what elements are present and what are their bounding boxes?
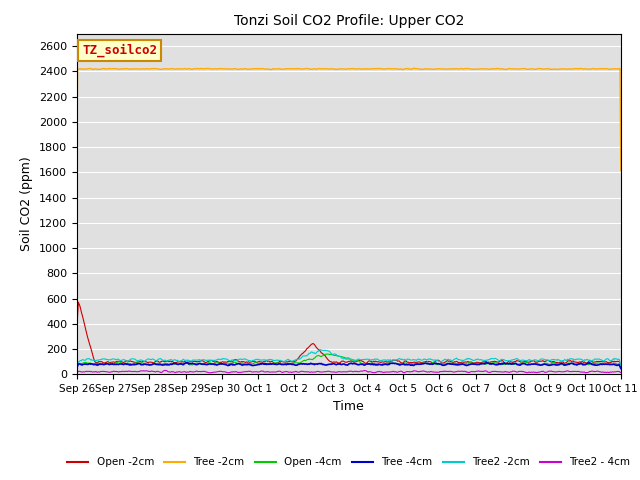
Tree -4cm bbox=[184, 360, 191, 366]
Tree2 -2cm bbox=[617, 362, 625, 368]
Tree -4cm bbox=[83, 361, 90, 367]
Tree -2cm bbox=[139, 66, 147, 72]
Open -2cm bbox=[195, 359, 202, 364]
Open -2cm bbox=[617, 364, 625, 370]
Title: Tonzi Soil CO2 Profile: Upper CO2: Tonzi Soil CO2 Profile: Upper CO2 bbox=[234, 14, 464, 28]
Tree -2cm bbox=[410, 65, 417, 71]
Tree -2cm bbox=[194, 66, 202, 72]
Tree2 - 4cm bbox=[73, 370, 81, 375]
Line: Open -2cm: Open -2cm bbox=[77, 302, 621, 367]
Tree2 -2cm bbox=[431, 357, 439, 363]
Text: TZ_soilco2: TZ_soilco2 bbox=[82, 44, 157, 57]
Tree2 -2cm bbox=[223, 356, 230, 362]
Open -4cm bbox=[73, 365, 81, 371]
Tree2 - 4cm bbox=[195, 369, 202, 374]
Open -4cm bbox=[416, 361, 424, 367]
Tree2 - 4cm bbox=[224, 370, 232, 376]
Open -4cm bbox=[431, 361, 439, 367]
Tree -2cm bbox=[431, 66, 439, 72]
Open -2cm bbox=[431, 359, 439, 364]
Open -2cm bbox=[73, 327, 81, 333]
Tree -4cm bbox=[139, 362, 147, 368]
Tree2 -2cm bbox=[73, 364, 81, 370]
Line: Tree2 - 4cm: Tree2 - 4cm bbox=[77, 371, 621, 373]
Open -2cm bbox=[140, 359, 147, 364]
Legend: Open -2cm, Tree -2cm, Open -4cm, Tree -4cm, Tree2 -2cm, Tree2 - 4cm: Open -2cm, Tree -2cm, Open -4cm, Tree -4… bbox=[63, 453, 634, 471]
Tree2 -2cm bbox=[194, 357, 202, 363]
Open -4cm bbox=[194, 361, 202, 367]
Tree2 - 4cm bbox=[417, 369, 424, 374]
Tree2 -2cm bbox=[83, 356, 90, 362]
Tree -2cm bbox=[73, 168, 81, 174]
Open -2cm bbox=[74, 300, 82, 305]
Tree2 -2cm bbox=[316, 347, 323, 352]
Line: Open -4cm: Open -4cm bbox=[77, 354, 621, 368]
Tree -2cm bbox=[416, 66, 424, 72]
Tree -4cm bbox=[431, 360, 439, 366]
Line: Tree -2cm: Tree -2cm bbox=[77, 68, 621, 171]
Tree2 - 4cm bbox=[617, 370, 625, 375]
Tree2 -2cm bbox=[416, 357, 424, 362]
Tree -2cm bbox=[617, 168, 625, 173]
Tree -4cm bbox=[617, 366, 625, 372]
Open -2cm bbox=[84, 334, 92, 339]
Tree -4cm bbox=[195, 361, 202, 367]
Tree2 -2cm bbox=[139, 358, 147, 363]
Open -4cm bbox=[617, 365, 625, 371]
Open -4cm bbox=[139, 360, 147, 366]
Tree -4cm bbox=[223, 362, 231, 368]
Tree -2cm bbox=[223, 66, 230, 72]
Tree -2cm bbox=[83, 66, 90, 72]
X-axis label: Time: Time bbox=[333, 400, 364, 413]
Open -2cm bbox=[416, 359, 424, 365]
Line: Tree -4cm: Tree -4cm bbox=[77, 363, 621, 369]
Tree2 - 4cm bbox=[139, 368, 147, 374]
Tree2 - 4cm bbox=[83, 368, 90, 374]
Tree2 - 4cm bbox=[433, 369, 440, 375]
Tree2 - 4cm bbox=[162, 368, 170, 373]
Open -2cm bbox=[223, 359, 231, 365]
Tree -4cm bbox=[73, 366, 81, 372]
Y-axis label: Soil CO2 (ppm): Soil CO2 (ppm) bbox=[20, 156, 33, 252]
Open -4cm bbox=[223, 360, 230, 366]
Tree2 - 4cm bbox=[206, 370, 214, 376]
Open -4cm bbox=[83, 360, 90, 366]
Open -4cm bbox=[323, 351, 331, 357]
Tree -4cm bbox=[416, 361, 424, 367]
Line: Tree2 -2cm: Tree2 -2cm bbox=[77, 349, 621, 367]
